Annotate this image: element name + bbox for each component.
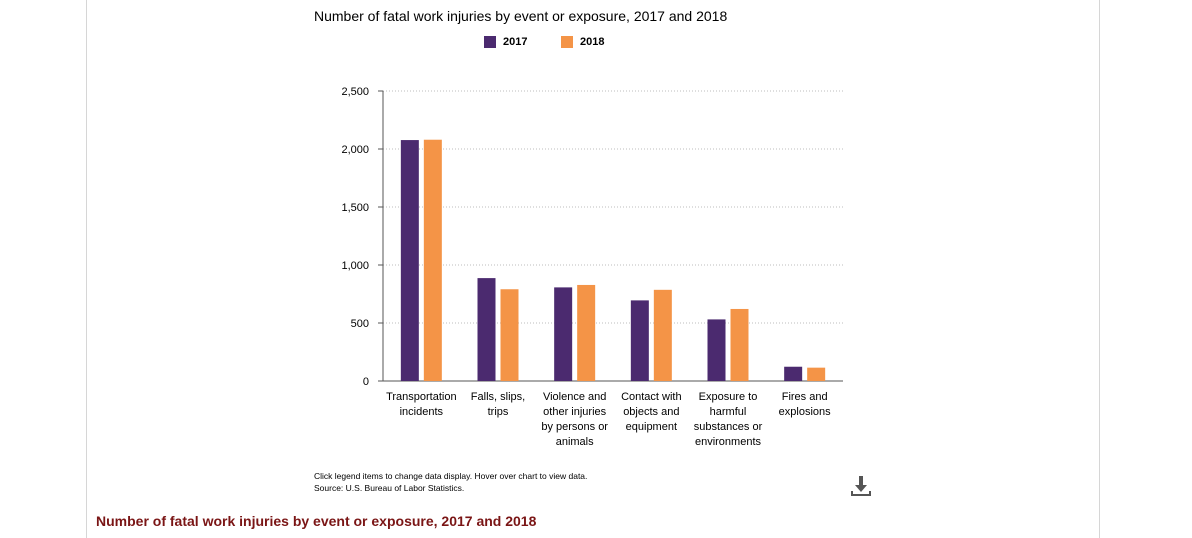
bar-2018-4[interactable] <box>730 308 749 381</box>
bar-2017-0[interactable] <box>400 140 419 381</box>
x-category-label: by persons or <box>541 421 608 433</box>
y-tick-label: 1,500 <box>341 202 369 214</box>
legend-label-2018: 2018 <box>580 36 605 48</box>
bar-2018-0[interactable] <box>423 139 442 381</box>
bar-2017-4[interactable] <box>707 319 726 381</box>
x-category-label: harmful <box>710 406 747 418</box>
legend-swatch-2018 <box>561 36 573 48</box>
legend-swatch-2017 <box>484 36 496 48</box>
x-category-label: environments <box>695 436 762 448</box>
x-category-label: objects and <box>623 406 679 418</box>
bar-2017-2[interactable] <box>554 287 573 381</box>
bar-2018-1[interactable] <box>500 289 519 381</box>
chart-footnote: Click legend items to change data displa… <box>314 470 587 494</box>
content-frame <box>86 0 1100 538</box>
bar-2017-3[interactable] <box>630 300 649 381</box>
bar-2017-1[interactable] <box>477 278 496 381</box>
bar-2018-3[interactable] <box>653 289 672 381</box>
download-icon <box>851 476 871 496</box>
y-tick-label: 2,000 <box>341 144 369 156</box>
footnote-instructions: Click legend items to change data displa… <box>314 471 588 481</box>
x-category-label: incidents <box>400 406 444 418</box>
y-tick-label: 1,000 <box>341 260 369 272</box>
table-heading-link[interactable]: Number of fatal work injuries by event o… <box>96 513 537 529</box>
x-category-label: substances or <box>694 421 763 433</box>
bar-chart[interactable]: 0 500 1,000 1,500 2,000 2,500 Transportation in… <box>0 0 1192 520</box>
legend-label-2017: 2017 <box>503 36 528 48</box>
bar-2018-5[interactable] <box>807 367 826 381</box>
x-category-label: other injuries <box>543 406 606 418</box>
x-category-label: Contact with <box>621 391 682 403</box>
bar-2017-5[interactable] <box>784 366 803 381</box>
x-category-label: explosions <box>779 406 831 418</box>
bar-2018-2[interactable] <box>577 284 596 381</box>
y-tick-label: 0 <box>363 376 369 388</box>
x-category-label: Fires and <box>782 391 828 403</box>
legend-item-2017[interactable]: 2017 <box>484 36 527 48</box>
x-category-label: animals <box>556 436 594 448</box>
x-category-label: Violence and <box>543 391 606 403</box>
chart-title: Number of fatal work injuries by event o… <box>314 8 728 24</box>
y-tick-label: 2,500 <box>341 86 369 98</box>
x-category-label: Exposure to <box>699 391 758 403</box>
legend-item-2018[interactable]: 2018 <box>561 36 604 48</box>
x-category-label: equipment <box>626 421 677 433</box>
download-button[interactable] <box>849 474 873 498</box>
y-tick-label: 500 <box>351 318 369 330</box>
x-category-label: Falls, slips, <box>471 391 525 403</box>
footnote-source: Source: U.S. Bureau of Labor Statistics. <box>314 483 465 493</box>
x-category-label: Transportation <box>386 391 457 403</box>
x-category-label: trips <box>488 406 509 418</box>
